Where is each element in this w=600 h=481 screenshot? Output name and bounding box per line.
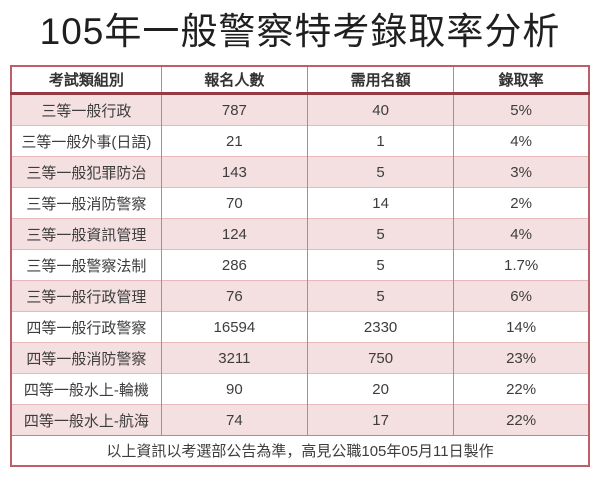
rate-cell: 14%	[453, 311, 589, 343]
header-rate: 錄取率	[453, 66, 589, 96]
applicants-cell: 124	[160, 218, 308, 250]
applicants-cell: 70	[160, 187, 308, 219]
quota-cell: 750	[306, 342, 454, 374]
table-row: 四等一般水上-輪機 90 20 22%	[11, 373, 589, 405]
applicants-cell: 3211	[160, 342, 308, 374]
quota-cell: 40	[306, 93, 454, 126]
table-row: 四等一般水上-航海 74 17 22%	[11, 404, 589, 436]
quota-cell: 5	[306, 280, 454, 312]
quota-cell: 5	[306, 218, 454, 250]
footer-row: 以上資訊以考選部公告為準，高見公職105年05月11日製作	[11, 435, 589, 467]
table-footer: 以上資訊以考選部公告為準，高見公職105年05月11日製作	[11, 435, 589, 467]
category-cell: 三等一般行政	[11, 93, 162, 126]
applicants-cell: 76	[160, 280, 308, 312]
rate-cell: 22%	[453, 373, 589, 405]
table-row: 三等一般消防警察 70 14 2%	[11, 187, 589, 219]
rate-cell: 6%	[453, 280, 589, 312]
category-cell: 四等一般行政警察	[11, 311, 162, 343]
table-header: 考試類組別 報名人數 需用名額 錄取率	[11, 66, 589, 96]
header-category: 考試類組別	[11, 66, 162, 96]
table-row: 三等一般資訊管理 124 5 4%	[11, 218, 589, 250]
category-cell: 四等一般水上-輪機	[11, 373, 162, 405]
rate-cell: 3%	[453, 156, 589, 188]
category-cell: 三等一般資訊管理	[11, 218, 162, 250]
footer-note: 以上資訊以考選部公告為準，高見公職105年05月11日製作	[11, 435, 589, 467]
rate-cell: 23%	[453, 342, 589, 374]
rate-cell: 22%	[453, 404, 589, 436]
applicants-cell: 16594	[160, 311, 308, 343]
header-row: 考試類組別 報名人數 需用名額 錄取率	[11, 66, 589, 96]
applicants-cell: 90	[160, 373, 308, 405]
table-row: 三等一般犯罪防治 143 5 3%	[11, 156, 589, 188]
page-title: 105年一般警察特考錄取率分析	[39, 11, 561, 52]
table-row: 三等一般行政管理 76 5 6%	[11, 280, 589, 312]
quota-cell: 2330	[306, 311, 454, 343]
category-cell: 四等一般消防警察	[11, 342, 162, 374]
rate-cell: 2%	[453, 187, 589, 219]
applicants-cell: 143	[160, 156, 308, 188]
quota-cell: 5	[306, 249, 454, 281]
category-cell: 三等一般行政管理	[11, 280, 162, 312]
table-row: 四等一般消防警察 3211 750 23%	[11, 342, 589, 374]
quota-cell: 17	[306, 404, 454, 436]
quota-cell: 5	[306, 156, 454, 188]
quota-cell: 1	[306, 125, 454, 157]
rate-cell: 5%	[453, 93, 589, 126]
category-cell: 四等一般水上-航海	[11, 404, 162, 436]
rate-cell: 4%	[453, 125, 589, 157]
table-row: 三等一般外事(日語) 21 1 4%	[11, 125, 589, 157]
applicants-cell: 21	[160, 125, 308, 157]
table-row: 三等一般警察法制 286 5 1.7%	[11, 249, 589, 281]
quota-cell: 20	[306, 373, 454, 405]
category-cell: 三等一般犯罪防治	[11, 156, 162, 188]
rate-cell: 4%	[453, 218, 589, 250]
table-body: 三等一般行政 787 40 5% 三等一般外事(日語) 21 1 4% 三等一般…	[11, 93, 589, 436]
category-cell: 三等一般警察法制	[11, 249, 162, 281]
table-row: 四等一般行政警察 16594 2330 14%	[11, 311, 589, 343]
header-quota: 需用名額	[306, 66, 454, 96]
category-cell: 三等一般外事(日語)	[11, 125, 162, 157]
rate-cell: 1.7%	[453, 249, 589, 281]
applicants-cell: 74	[160, 404, 308, 436]
quota-cell: 14	[306, 187, 454, 219]
applicants-cell: 286	[160, 249, 308, 281]
admission-rate-table: 考試類組別 報名人數 需用名額 錄取率 三等一般行政 787 40 5% 三等一…	[10, 65, 590, 468]
table-row: 三等一般行政 787 40 5%	[11, 93, 589, 126]
applicants-cell: 787	[160, 93, 308, 126]
header-applicants: 報名人數	[160, 66, 308, 96]
category-cell: 三等一般消防警察	[11, 187, 162, 219]
